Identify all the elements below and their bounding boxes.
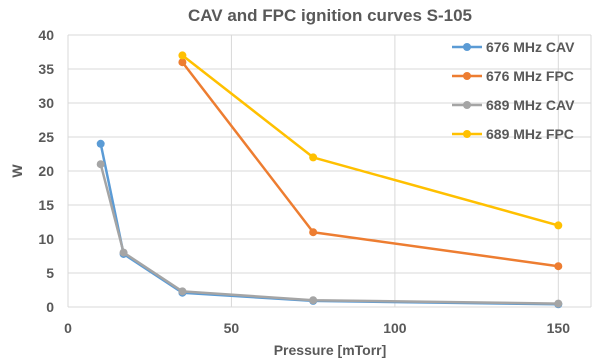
- legend-item-676-mhz-cav: 676 MHz CAV: [452, 39, 575, 55]
- legend-label: 676 MHz FPC: [486, 68, 574, 84]
- x-tick-label: 150: [547, 320, 571, 336]
- legend-item-689-mhz-cav: 689 MHz CAV: [452, 97, 575, 113]
- series-lines: [96, 51, 563, 309]
- legend-marker: [463, 101, 471, 109]
- tick-labels: 0 5 10 15 20 25 30 35 40 0 50 100 150: [38, 27, 570, 336]
- x-tick-label: 50: [224, 320, 240, 336]
- y-tick-label: 10: [38, 231, 54, 247]
- y-tick-label: 20: [38, 163, 54, 179]
- legend-marker: [463, 130, 471, 138]
- data-point-676-mhz-fpc: [554, 262, 563, 271]
- x-tick-label: 0: [64, 320, 72, 336]
- legend-label: 689 MHz CAV: [486, 97, 575, 113]
- legend-item-676-mhz-fpc: 676 MHz FPC: [452, 68, 574, 84]
- legend-label: 689 MHz FPC: [486, 126, 574, 142]
- gridlines: [67, 34, 592, 308]
- legend-label: 676 MHz CAV: [486, 39, 575, 55]
- y-tick-label: 5: [46, 265, 54, 281]
- data-point-689-mhz-cav: [178, 287, 187, 296]
- x-axis-label: Pressure [mTorr]: [274, 342, 387, 358]
- legend-marker: [463, 72, 471, 80]
- data-point-689-mhz-cav: [96, 160, 105, 169]
- data-point-676-mhz-fpc: [178, 58, 187, 67]
- y-tick-label: 35: [38, 61, 54, 77]
- y-tick-label: 40: [38, 27, 54, 43]
- legend-marker: [463, 43, 471, 51]
- y-tick-label: 15: [38, 197, 54, 213]
- data-point-689-mhz-fpc: [309, 153, 318, 162]
- series-line-676-mhz-cav: [99, 143, 559, 306]
- y-tick-label: 25: [38, 129, 54, 145]
- chart-title: CAV and FPC ignition curves S-105: [188, 6, 472, 25]
- data-point-689-mhz-fpc: [178, 51, 187, 60]
- legend-item-689-mhz-fpc: 689 MHz FPC: [452, 126, 574, 142]
- data-point-689-mhz-cav: [119, 248, 128, 257]
- data-point-689-mhz-fpc: [554, 221, 563, 230]
- y-axis-label: W: [9, 164, 25, 178]
- series-line-676-mhz-fpc: [181, 61, 559, 268]
- data-point-689-mhz-cav: [554, 299, 563, 308]
- data-point-689-mhz-cav: [309, 296, 318, 305]
- legend: 676 MHz CAV 676 MHz FPC 689 MHz CAV 689 MHz…: [452, 39, 575, 142]
- y-tick-label: 30: [38, 95, 54, 111]
- x-tick-label: 100: [383, 320, 407, 336]
- data-point-676-mhz-fpc: [309, 228, 318, 237]
- data-point-676-mhz-cav: [96, 139, 105, 148]
- y-tick-label: 0: [46, 299, 54, 315]
